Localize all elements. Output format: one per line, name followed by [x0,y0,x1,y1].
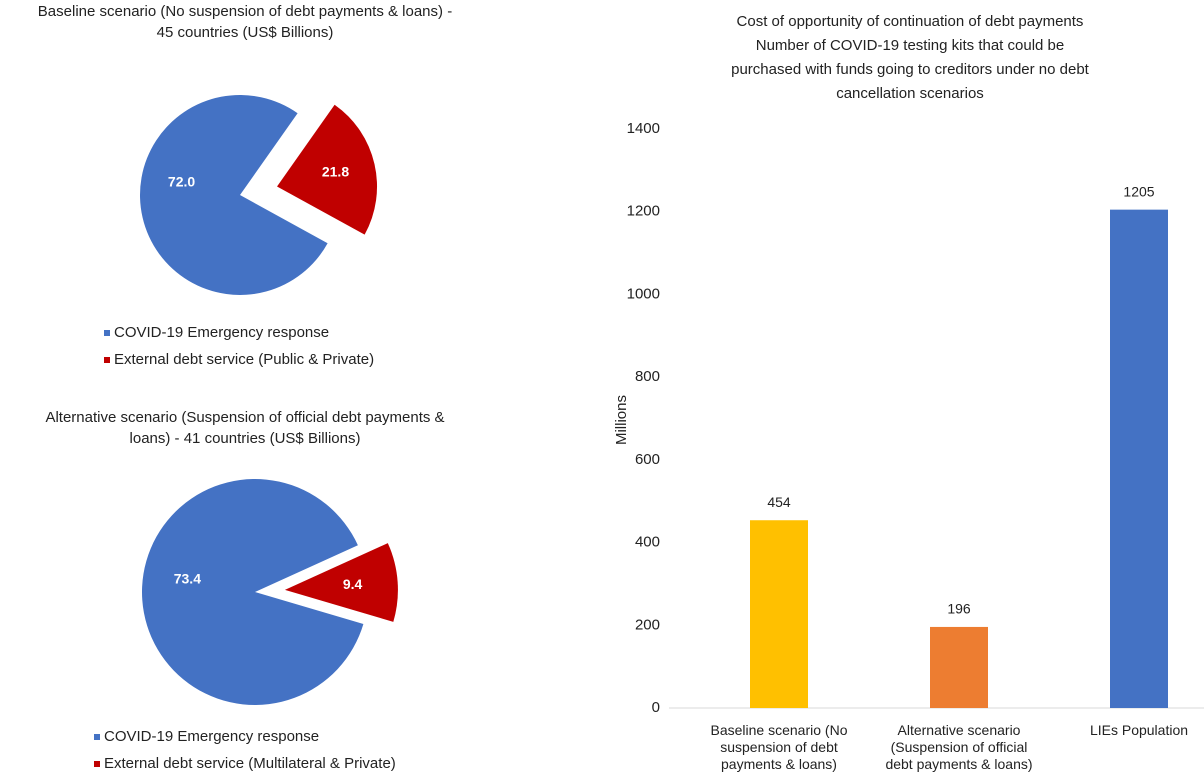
y-tick-label: 0 [652,699,660,716]
bar [1110,209,1168,708]
chart-title: Number of COVID-19 testing kits that cou… [756,37,1064,54]
pie-slice [140,95,328,295]
chart-title: Baseline scenario (No suspension of debt… [38,3,452,20]
chart-title: loans) - 41 countries (US$ Billions) [130,430,361,447]
pie-slice [284,543,398,622]
x-tick-label: Alternative scenario (Suspension of offic… [885,722,1032,772]
y-axis-label: Millions [613,395,630,445]
legend-swatch [104,357,110,363]
slice-label: 73.4 [174,571,201,587]
y-tick-label: 200 [635,616,660,633]
legend-swatch [104,330,110,336]
legend-swatch [94,734,100,740]
chart-title: Cost of opportunity of continuation of d… [737,13,1084,30]
y-tick-label: 600 [635,451,660,468]
slice-label: 9.4 [343,576,363,592]
slice-label: 21.8 [322,164,349,180]
legend-swatch [94,761,100,767]
legend-label: External debt service (Public & Private) [114,351,374,368]
data-label: 454 [767,494,791,510]
y-tick-label: 1200 [627,203,660,220]
x-tick-label: Baseline scenario (No suspension of debt p… [711,722,848,772]
data-label: 1205 [1123,183,1154,199]
data-label: 196 [947,601,971,617]
slice-label: 72.0 [168,174,195,190]
y-tick-label: 1400 [627,120,660,137]
legend-label: COVID-19 Emergency response [104,728,319,745]
x-tick-label: LIEs Population [1090,722,1188,738]
bar [750,520,808,708]
chart-title: purchased with funds going to creditors … [731,61,1090,78]
bar [930,626,988,708]
pie-slice [142,479,364,706]
chart-title: 45 countries (US$ Billions) [157,24,334,41]
legend-label: COVID-19 Emergency response [114,324,329,341]
y-tick-label: 800 [635,368,660,385]
pie-slice [277,104,378,235]
chart-title: cancellation scenarios [836,85,984,102]
legend-label: External debt service (Multilateral & Pr… [104,755,396,772]
y-tick-label: 400 [635,534,660,551]
y-tick-label: 1000 [627,285,660,302]
chart-title: Alternative scenario (Suspension of offi… [45,409,444,426]
